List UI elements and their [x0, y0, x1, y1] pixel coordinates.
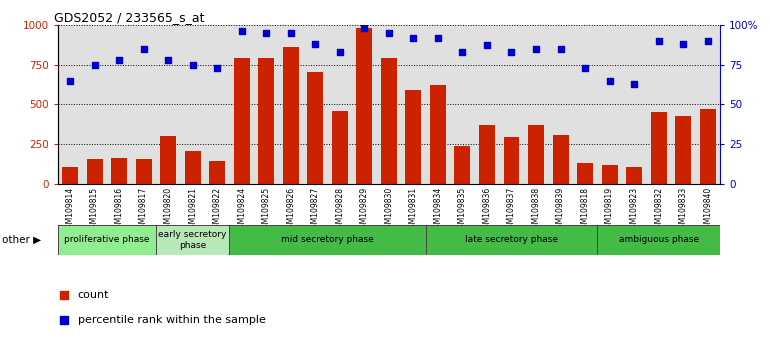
Text: early secretory
phase: early secretory phase — [159, 230, 227, 250]
Bar — [700, 109, 715, 184]
Point — [59, 292, 71, 298]
Point — [358, 25, 370, 31]
Point — [457, 49, 469, 55]
Bar — [258, 58, 274, 184]
Bar — [598, 225, 720, 255]
Bar — [307, 72, 323, 184]
Point — [652, 38, 665, 44]
Point — [186, 62, 199, 67]
Bar — [229, 225, 426, 255]
Bar — [357, 28, 373, 184]
Bar — [675, 116, 691, 184]
Bar — [601, 165, 618, 184]
Point — [383, 30, 395, 35]
Bar — [504, 137, 520, 184]
Point — [407, 35, 420, 40]
Text: percentile rank within the sample: percentile rank within the sample — [78, 315, 266, 325]
Text: proliferative phase: proliferative phase — [64, 235, 149, 244]
Point — [628, 81, 641, 86]
Point — [530, 46, 542, 51]
Point — [113, 57, 126, 63]
Bar — [58, 225, 156, 255]
Point — [64, 78, 76, 83]
Point — [89, 62, 101, 67]
Bar — [430, 85, 446, 184]
Bar — [332, 111, 348, 184]
Point — [333, 49, 346, 55]
Point — [554, 46, 567, 51]
Point — [309, 41, 321, 47]
Bar — [405, 90, 421, 184]
Point — [579, 65, 591, 70]
Text: count: count — [78, 290, 109, 300]
Bar — [479, 125, 495, 184]
Point — [677, 41, 689, 47]
Point — [236, 28, 248, 34]
Bar — [111, 158, 127, 184]
Bar — [160, 136, 176, 184]
Point — [260, 30, 273, 35]
Point — [285, 30, 297, 35]
Point — [137, 46, 149, 51]
Bar — [185, 151, 201, 184]
Point — [162, 57, 174, 63]
Bar — [626, 167, 642, 184]
Point — [505, 49, 517, 55]
Bar — [62, 167, 78, 184]
Text: GDS2052 / 233565_s_at: GDS2052 / 233565_s_at — [55, 11, 205, 24]
Bar — [528, 125, 544, 184]
Bar — [209, 161, 225, 184]
Bar — [426, 225, 598, 255]
Point — [432, 35, 444, 40]
Bar — [381, 58, 397, 184]
Bar — [454, 146, 470, 184]
Bar — [577, 162, 593, 184]
Text: mid secretory phase: mid secretory phase — [281, 235, 374, 244]
Point — [701, 38, 714, 44]
Bar — [651, 112, 667, 184]
Text: other ▶: other ▶ — [2, 235, 41, 245]
Point — [604, 78, 616, 83]
Bar — [156, 225, 229, 255]
Bar — [86, 159, 102, 184]
Bar — [234, 58, 249, 184]
Text: late secretory phase: late secretory phase — [465, 235, 558, 244]
Bar — [283, 47, 299, 184]
Text: ambiguous phase: ambiguous phase — [618, 235, 698, 244]
Point — [59, 318, 71, 323]
Bar — [136, 159, 152, 184]
Point — [211, 65, 223, 70]
Bar — [553, 135, 568, 184]
Point — [480, 42, 493, 48]
